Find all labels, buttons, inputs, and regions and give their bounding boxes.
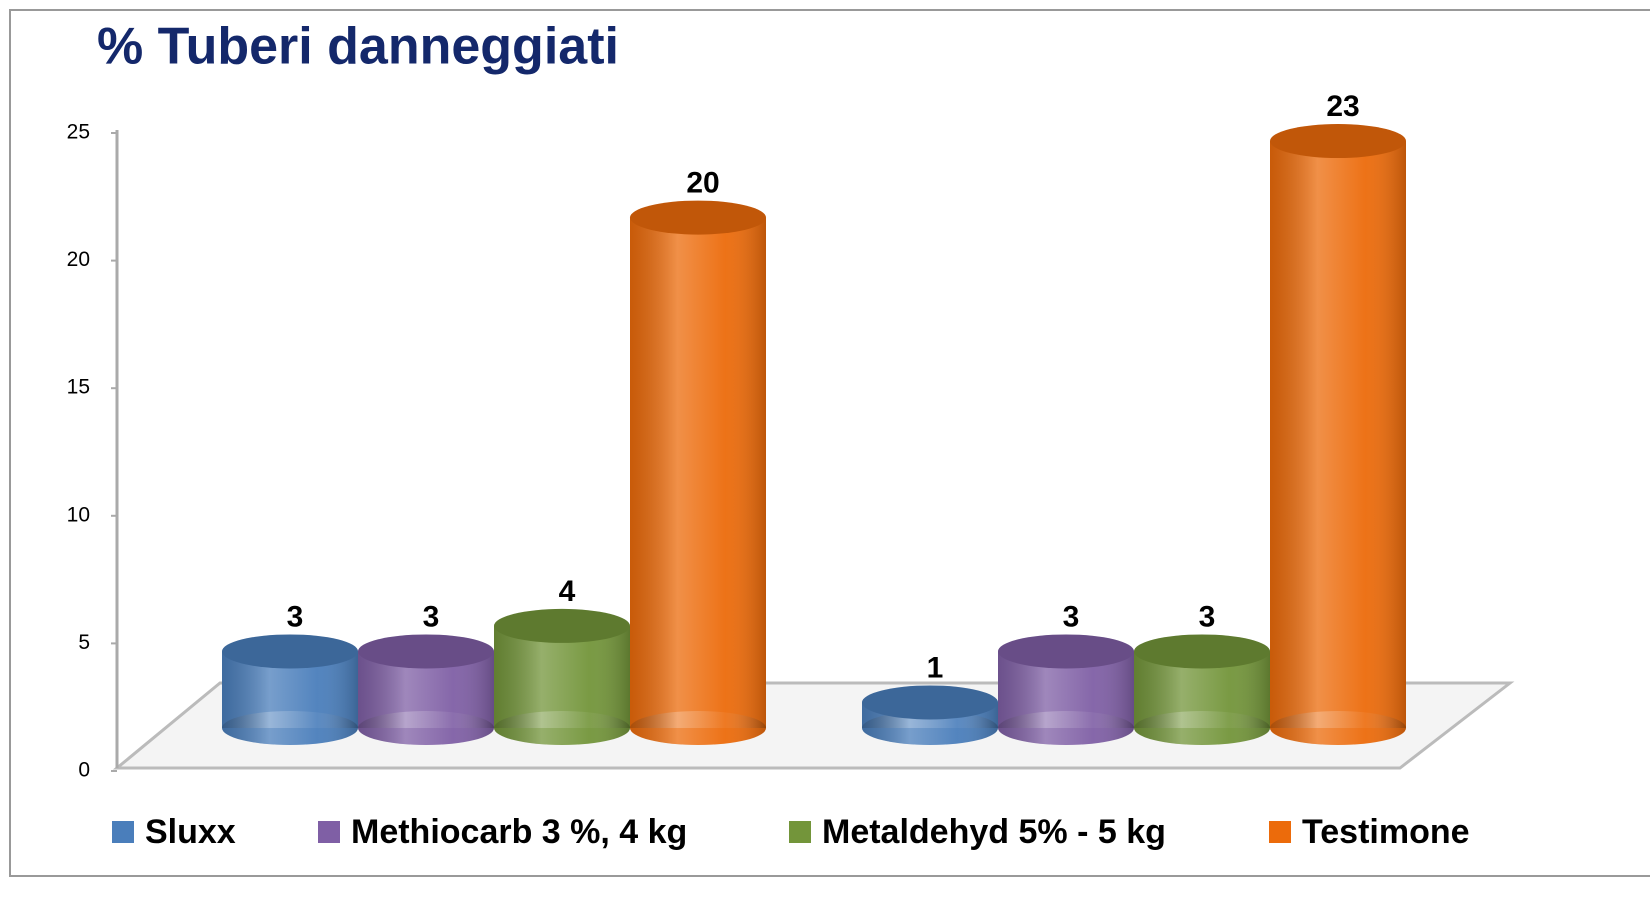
data-label: 4 xyxy=(559,575,576,608)
bar-cap xyxy=(998,634,1134,669)
bar-cap-shade xyxy=(862,685,998,720)
plot: 0 5 10 15 20 25 3 3 4 20 1 3 3 23 Sluxx Methiocarb 3 %,… xyxy=(67,90,1470,851)
y-tick-label: 10 xyxy=(67,503,90,526)
legend-label: Sluxx xyxy=(145,813,236,851)
y-tick-label: 5 xyxy=(78,631,90,654)
bar-shade xyxy=(494,625,630,728)
chart-title: % Tuberi danneggiati xyxy=(97,18,619,76)
y-tick-label: 25 xyxy=(67,121,90,144)
bar-cap xyxy=(222,634,358,669)
legend-label: Methiocarb 3 %, 4 kg xyxy=(351,813,687,851)
legend-swatch xyxy=(318,821,340,843)
bar-shade xyxy=(1270,141,1406,729)
bar-cap xyxy=(1270,124,1406,159)
bar-shade xyxy=(630,217,766,728)
data-label: 3 xyxy=(423,600,440,633)
y-tick-label: 0 xyxy=(78,759,90,782)
bar-cap-shade xyxy=(1134,634,1270,669)
data-label: 3 xyxy=(1199,600,1216,633)
bar-cap xyxy=(358,634,494,669)
bar-cap-shade xyxy=(358,634,494,669)
y-tick-label: 20 xyxy=(67,248,90,271)
legend-label: Testimone xyxy=(1302,813,1470,851)
legend-swatch xyxy=(1269,821,1291,843)
bar-cap-shade xyxy=(1270,124,1406,159)
legend-swatch xyxy=(112,821,134,843)
y-tick-label: 15 xyxy=(67,376,90,399)
bar-cap-shade xyxy=(998,634,1134,669)
frame xyxy=(9,9,1650,877)
data-label: 20 xyxy=(686,167,719,200)
bar-cap xyxy=(1134,634,1270,669)
legend-label: Metaldehyd 5% - 5 kg xyxy=(822,813,1166,851)
data-label: 1 xyxy=(927,651,944,684)
bar-cap xyxy=(630,200,766,235)
data-label: 23 xyxy=(1326,90,1359,123)
legend-swatch xyxy=(789,821,811,843)
bar-cap-shade xyxy=(494,608,630,643)
bar-cap xyxy=(494,608,630,643)
bar-cap xyxy=(862,685,998,720)
bar-cap-shade xyxy=(630,200,766,235)
data-label: 3 xyxy=(287,600,304,633)
data-label: 3 xyxy=(1063,600,1080,633)
bar-cap-shade xyxy=(222,634,358,669)
